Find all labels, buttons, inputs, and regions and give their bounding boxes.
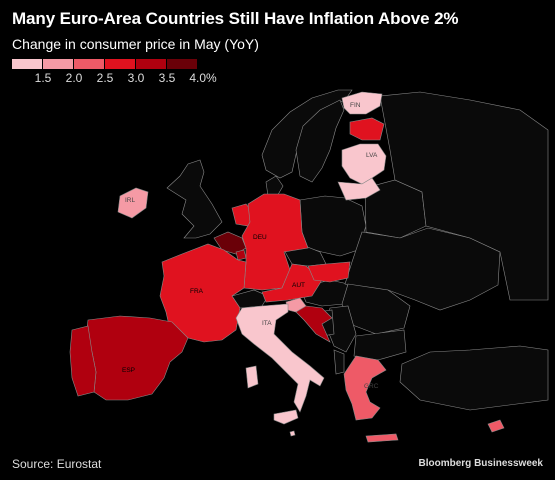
label-aut: AUT <box>292 282 305 289</box>
country-italy-sicily <box>273 409 299 425</box>
legend-swatch <box>136 59 166 69</box>
country-ireland <box>117 187 149 219</box>
country-labels: FIN LVA IRL DEU FRA AUT ITA ESP GRC <box>122 102 379 390</box>
source-note: Source: Eurostat <box>12 457 102 471</box>
country-uk <box>166 159 223 239</box>
euro-area-countries <box>69 91 505 443</box>
legend-tick-label: 3.0 <box>127 71 145 85</box>
publisher-logo: Bloomberg Businessweek <box>418 458 543 469</box>
label-fin: FIN <box>350 102 361 109</box>
legend-swatch <box>105 59 135 69</box>
label-fra: FRA <box>190 288 204 295</box>
country-luxembourg <box>235 249 247 261</box>
country-estonia <box>349 117 385 141</box>
legend-swatch <box>74 59 104 69</box>
label-esp: ESP <box>122 367 135 374</box>
country-spain <box>85 315 189 401</box>
country-portugal <box>69 325 97 397</box>
label-irl: IRL <box>125 197 136 204</box>
color-legend: 1.5 2.0 2.5 3.0 3.5 4.0% <box>12 59 217 85</box>
legend-swatch <box>12 59 42 69</box>
legend-swatch <box>167 59 197 69</box>
country-slovakia <box>307 261 351 283</box>
country-bulgaria <box>353 329 407 361</box>
legend-tick-label: 2.0 <box>65 71 83 85</box>
legend-tick-label: 2.5 <box>96 71 114 85</box>
country-finland <box>341 91 383 115</box>
label-grc: GRC <box>364 383 379 390</box>
country-lithuania <box>337 177 381 201</box>
label-deu: DEU <box>253 234 267 241</box>
chart-subtitle: Change in consumer price in May (YoY) <box>12 36 259 52</box>
country-croatia <box>295 305 333 343</box>
country-malta <box>289 430 296 437</box>
country-russia <box>379 91 549 301</box>
legend-tick-label: 3.5 <box>158 71 176 85</box>
label-lva: LVA <box>366 152 378 159</box>
country-latvia <box>341 143 387 185</box>
legend-tick-label: 1.5 <box>34 71 52 85</box>
country-italy-sardinia <box>245 365 259 389</box>
country-greece-crete <box>365 433 399 443</box>
legend-tick-label: 4.0% <box>189 71 217 85</box>
legend-color-bar <box>12 59 198 69</box>
country-poland <box>299 195 367 257</box>
country-greece <box>343 355 387 421</box>
country-sweden <box>295 99 345 183</box>
label-ita: ITA <box>262 320 272 327</box>
country-albania <box>333 349 345 375</box>
country-cyprus <box>487 419 505 433</box>
legend-swatch <box>43 59 73 69</box>
chart-title: Many Euro-Area Countries Still Have Infl… <box>12 9 459 28</box>
country-denmark <box>265 175 284 199</box>
country-italy <box>235 303 325 413</box>
europe-map: FIN LVA IRL DEU FRA AUT ITA ESP GRC <box>69 89 549 443</box>
legend-ticks: 1.5 2.0 2.5 3.0 3.5 4.0% <box>12 69 217 85</box>
country-turkey <box>399 345 549 411</box>
